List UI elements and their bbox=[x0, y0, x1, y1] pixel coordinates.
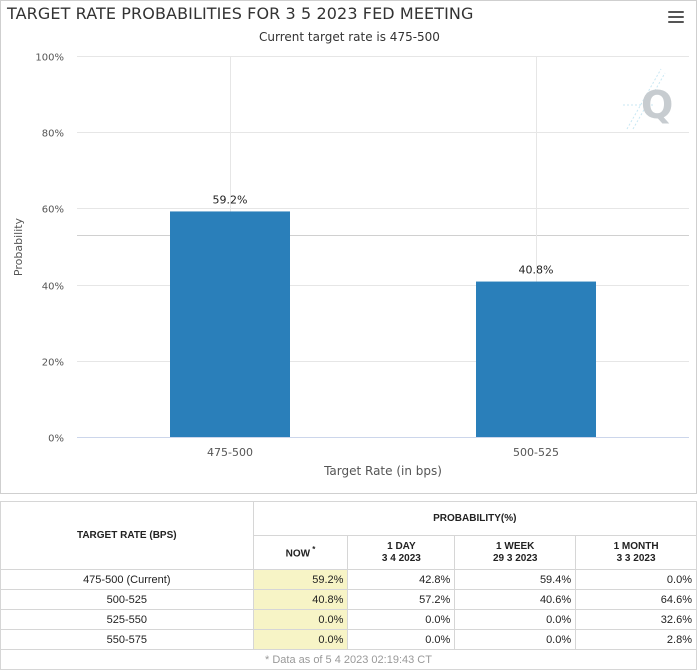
footnote-marker: * bbox=[310, 545, 316, 555]
column-header-label: 1 WEEK bbox=[496, 540, 535, 552]
probability-cell: 32.6% bbox=[575, 609, 697, 630]
y-tick-label: 60% bbox=[42, 205, 64, 216]
column-header-label: NOW bbox=[285, 548, 311, 560]
header-target-rate: TARGET RATE (BPS) bbox=[0, 501, 254, 570]
y-tick-label: 0% bbox=[48, 434, 64, 445]
probability-cell: 0.0% bbox=[347, 629, 456, 650]
quikstrike-logo-icon: Q bbox=[623, 68, 673, 130]
column-header-now: NOW * bbox=[252, 535, 349, 570]
x-axis-title: Target Rate (in bps) bbox=[323, 464, 442, 478]
footnote: * Data as of 5 4 2023 02:19:43 CT bbox=[0, 649, 697, 670]
data-labels: 59.2% 40.8% bbox=[213, 193, 554, 276]
probability-cell: 0.0% bbox=[454, 629, 577, 650]
probability-cell: 57.2% bbox=[347, 589, 456, 610]
column-header-date: 3 3 2023 bbox=[616, 552, 656, 564]
probability-cell: 0.0% bbox=[347, 609, 456, 630]
table-row: 475-500 (Current) 59.2% 42.8% 59.4% 0.0% bbox=[0, 569, 697, 590]
target-rate-cell: 525-550 bbox=[0, 609, 254, 630]
probability-cell: 2.8% bbox=[575, 629, 697, 650]
probability-now-cell: 0.0% bbox=[252, 609, 349, 630]
y-axis-tick-labels: 0% 20% 40% 60% 80% 100% bbox=[35, 53, 64, 445]
probability-cell: 40.6% bbox=[454, 589, 577, 610]
svg-text:Q: Q bbox=[641, 83, 673, 127]
table-row: 550-575 0.0% 0.0% 0.0% 2.8% bbox=[0, 629, 697, 650]
x-tick-label: 475-500 bbox=[207, 446, 253, 459]
probability-table: TARGET RATE (BPS) PROBABILITY(%) NOW * 1 … bbox=[0, 501, 697, 670]
chart-title: TARGET RATE PROBABILITIES FOR 3 5 2023 F… bbox=[7, 4, 474, 23]
probability-cell: 42.8% bbox=[347, 569, 456, 590]
probability-cell: 0.0% bbox=[575, 569, 697, 590]
x-tick-label: 500-525 bbox=[513, 446, 559, 459]
column-header-date: 3 4 2023 bbox=[381, 552, 421, 564]
table-row: 525-550 0.0% 0.0% 0.0% 32.6% bbox=[0, 609, 697, 630]
column-header-1-month: 1 MONTH 3 3 2023 bbox=[575, 535, 697, 570]
y-tick-label: 80% bbox=[42, 129, 64, 140]
probability-cell: 59.4% bbox=[454, 569, 577, 590]
column-header-label: 1 DAY bbox=[387, 540, 416, 552]
y-axis-title: Probability bbox=[12, 217, 25, 276]
hamburger-menu-icon[interactable] bbox=[668, 11, 684, 25]
probability-cell: 64.6% bbox=[575, 589, 697, 610]
bar-data-label: 40.8% bbox=[519, 264, 554, 277]
target-rate-cell: 475-500 (Current) bbox=[0, 569, 254, 590]
bar-475-500[interactable] bbox=[170, 211, 290, 437]
bar-data-label: 59.2% bbox=[213, 193, 248, 206]
target-rate-cell: 550-575 bbox=[0, 629, 254, 650]
chart-subtitle: Current target rate is 475-500 bbox=[259, 30, 440, 44]
column-header-label: 1 MONTH bbox=[613, 540, 659, 552]
bar-chart: 0% 20% 40% 60% 80% 100% 59.2% 40.8% 475-500 500… bbox=[12, 53, 689, 478]
bar-500-525[interactable] bbox=[476, 281, 596, 437]
column-header-1-week: 1 WEEK 29 3 2023 bbox=[454, 535, 577, 570]
y-tick-label: 100% bbox=[35, 53, 64, 64]
probability-now-cell: 40.8% bbox=[252, 589, 349, 610]
x-axis-tick-labels: 475-500 500-525 bbox=[207, 446, 559, 459]
column-header-1-day: 1 DAY 3 4 2023 bbox=[347, 535, 456, 570]
probability-now-cell: 59.2% bbox=[252, 569, 349, 590]
y-tick-label: 40% bbox=[42, 282, 64, 293]
column-header-date: 29 3 2023 bbox=[492, 552, 538, 564]
probability-now-cell: 0.0% bbox=[252, 629, 349, 650]
table-row: 500-525 40.8% 57.2% 40.6% 64.6% bbox=[0, 589, 697, 610]
y-tick-label: 20% bbox=[42, 358, 64, 369]
target-rate-cell: 500-525 bbox=[0, 589, 254, 610]
probability-cell: 0.0% bbox=[454, 609, 577, 630]
gridlines bbox=[77, 56, 689, 437]
bars bbox=[170, 211, 596, 437]
chart-panel: TARGET RATE PROBABILITIES FOR 3 5 2023 F… bbox=[0, 0, 697, 494]
header-probability: PROBABILITY(%) bbox=[252, 501, 697, 536]
